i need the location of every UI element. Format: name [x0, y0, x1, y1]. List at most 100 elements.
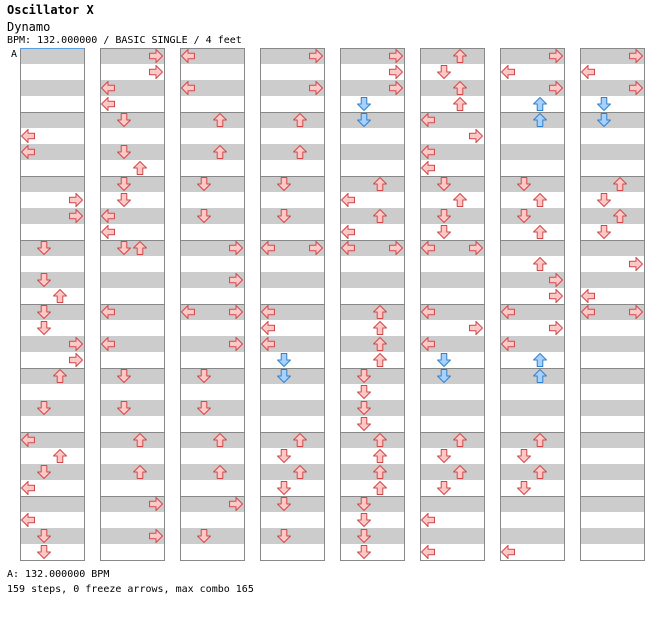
step-down-arrow-icon [437, 481, 451, 495]
bpm-marker: A [11, 49, 17, 60]
row-band [100, 464, 164, 480]
row-band [500, 304, 564, 320]
row-band [340, 304, 404, 320]
step-left-arrow-icon [581, 305, 595, 319]
step-left-arrow-icon [341, 241, 355, 255]
row-band [580, 304, 644, 320]
row-band [20, 240, 84, 256]
row-band [260, 464, 324, 480]
step-right-arrow-icon [69, 353, 83, 367]
step-down-arrow-icon [357, 385, 371, 399]
row-band [180, 528, 244, 544]
row-band [420, 304, 484, 320]
row-band [420, 80, 484, 96]
row-band [420, 400, 484, 416]
row-band [260, 400, 324, 416]
step-up-arrow-icon [293, 113, 307, 127]
step-left-arrow-icon [101, 97, 115, 111]
bpm-legend: A: 132.000000 BPM [7, 569, 110, 580]
row-band [420, 112, 484, 128]
step-right-arrow-icon [149, 49, 163, 63]
step-up-arrow-icon [373, 433, 387, 447]
step-up-arrow-icon [533, 465, 547, 479]
step-left-arrow-icon [341, 225, 355, 239]
step-up-arrow-icon [533, 257, 547, 271]
step-right-arrow-icon [469, 321, 483, 335]
step-left-arrow-icon [261, 337, 275, 351]
step-left-arrow-icon [21, 145, 35, 159]
step-down-arrow-icon [437, 225, 451, 239]
step-down-arrow-icon [357, 497, 371, 511]
row-band [180, 80, 244, 96]
step-right-arrow-icon [389, 241, 403, 255]
step-left-arrow-icon [101, 209, 115, 223]
step-up-arrow-icon [613, 177, 627, 191]
row-band [260, 432, 324, 448]
step-left-arrow-icon [421, 113, 435, 127]
step-up-arrow-icon [453, 97, 467, 111]
step-left-arrow-icon [21, 513, 35, 527]
step-down-arrow-icon [437, 449, 451, 463]
row-band [180, 432, 244, 448]
freeze-down-arrow-icon [597, 97, 611, 111]
freeze-down-arrow-icon [357, 97, 371, 111]
step-down-arrow-icon [117, 177, 131, 191]
step-right-arrow-icon [549, 49, 563, 63]
step-up-arrow-icon [293, 433, 307, 447]
step-right-arrow-icon [469, 241, 483, 255]
row-band [260, 496, 324, 512]
row-band [260, 48, 324, 64]
step-up-arrow-icon [533, 433, 547, 447]
step-left-arrow-icon [181, 305, 195, 319]
row-band [580, 112, 644, 128]
step-down-arrow-icon [357, 401, 371, 415]
step-right-arrow-icon [69, 193, 83, 207]
row-band [20, 464, 84, 480]
step-left-arrow-icon [181, 49, 195, 63]
row-band [100, 304, 164, 320]
step-right-arrow-icon [629, 81, 643, 95]
step-down-arrow-icon [277, 209, 291, 223]
step-left-arrow-icon [501, 65, 515, 79]
step-down-arrow-icon [357, 529, 371, 543]
row-band [100, 240, 164, 256]
step-down-arrow-icon [37, 273, 51, 287]
row-band [20, 496, 84, 512]
row-band [180, 240, 244, 256]
row-band [20, 208, 84, 224]
row-band [180, 304, 244, 320]
row-band [20, 400, 84, 416]
step-down-arrow-icon [197, 529, 211, 543]
step-down-arrow-icon [277, 481, 291, 495]
row-band [340, 272, 404, 288]
row-band [340, 368, 404, 384]
step-down-arrow-icon [117, 241, 131, 255]
step-right-arrow-icon [389, 81, 403, 95]
step-up-arrow-icon [373, 465, 387, 479]
step-right-arrow-icon [549, 289, 563, 303]
step-up-arrow-icon [213, 465, 227, 479]
row-band [20, 368, 84, 384]
step-right-arrow-icon [389, 49, 403, 63]
row-band [340, 80, 404, 96]
step-down-arrow-icon [197, 401, 211, 415]
step-up-arrow-icon [133, 161, 147, 175]
row-band [180, 496, 244, 512]
row-band [580, 272, 644, 288]
row-band [500, 496, 564, 512]
row-band [340, 464, 404, 480]
chart-stats: 159 steps, 0 freeze arrows, max combo 16… [7, 584, 254, 595]
row-band [180, 112, 244, 128]
step-down-arrow-icon [37, 321, 51, 335]
step-down-arrow-icon [197, 369, 211, 383]
row-band [20, 432, 84, 448]
step-left-arrow-icon [261, 241, 275, 255]
step-up-arrow-icon [373, 481, 387, 495]
row-band [420, 272, 484, 288]
row-band [260, 368, 324, 384]
row-band [100, 496, 164, 512]
step-up-arrow-icon [293, 465, 307, 479]
step-down-arrow-icon [277, 529, 291, 543]
step-down-arrow-icon [517, 449, 531, 463]
step-right-arrow-icon [629, 305, 643, 319]
